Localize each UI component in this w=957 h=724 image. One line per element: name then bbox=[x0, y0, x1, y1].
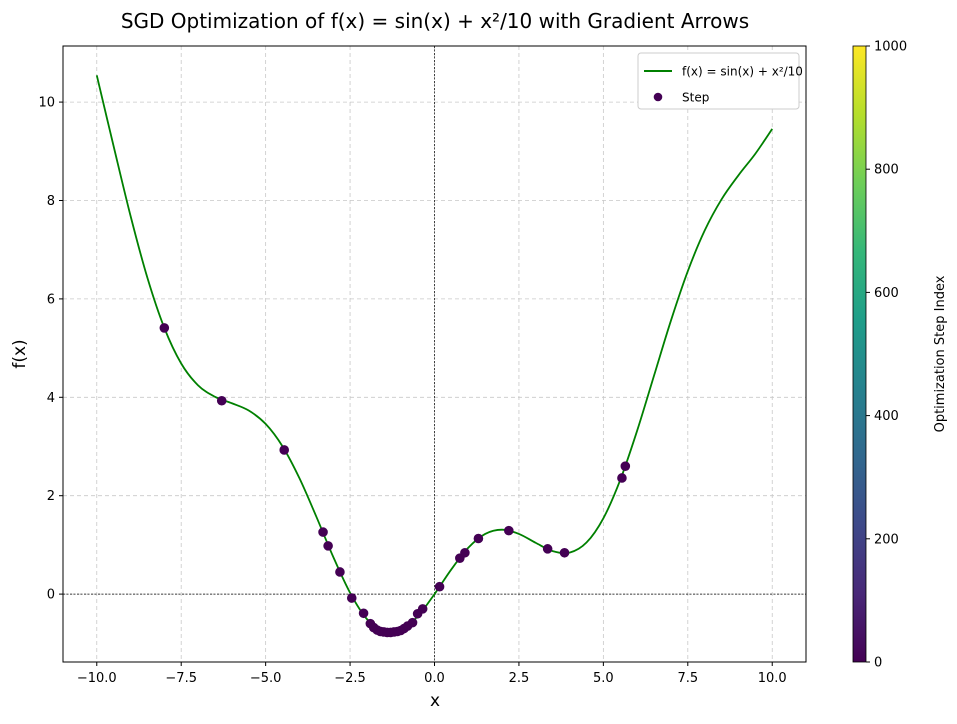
step-point bbox=[473, 533, 484, 544]
y-tick-label: 0 bbox=[47, 588, 55, 603]
legend-swatch bbox=[653, 92, 663, 102]
x-tick-label: 2.5 bbox=[509, 671, 530, 686]
x-tick-label: 5.0 bbox=[593, 671, 614, 686]
step-point bbox=[407, 617, 418, 628]
legend-box bbox=[637, 52, 800, 110]
colorbar-tick-label: 1000 bbox=[874, 40, 907, 55]
x-tick-label: −5.0 bbox=[250, 671, 282, 686]
y-tick-label: 2 bbox=[47, 489, 55, 504]
step-point bbox=[323, 541, 333, 551]
legend-label: f(x) = sin(x) + x²/10 bbox=[682, 65, 803, 79]
step-point bbox=[617, 473, 627, 483]
step-point bbox=[159, 323, 170, 333]
chart-title: SGD Optimization of f(x) = sin(x) + x²/1… bbox=[121, 9, 749, 33]
legend-label: Step bbox=[682, 91, 709, 105]
plot-frame bbox=[62, 45, 807, 663]
step-point bbox=[504, 525, 514, 536]
colorbar-label: Optimization Step Index bbox=[933, 275, 948, 432]
step-point bbox=[358, 608, 369, 619]
colorbar-tick-label: 200 bbox=[874, 532, 899, 547]
x-tick-label: −7.5 bbox=[165, 671, 197, 686]
step-point bbox=[620, 461, 631, 471]
step-point bbox=[417, 604, 428, 614]
step-point bbox=[559, 547, 570, 558]
colorbar-tick-label: 0 bbox=[874, 656, 882, 671]
x-axis-label: x bbox=[430, 691, 440, 711]
step-point bbox=[346, 593, 357, 603]
x-tick-label: −10.0 bbox=[77, 671, 117, 686]
y-tick-label: 8 bbox=[47, 194, 55, 209]
step-point bbox=[460, 547, 470, 558]
y-tick-label: 6 bbox=[47, 292, 55, 307]
step-point bbox=[542, 544, 553, 554]
x-tick-label: −2.5 bbox=[334, 671, 366, 686]
x-tick-label: 7.5 bbox=[677, 671, 698, 686]
y-tick-label: 4 bbox=[47, 391, 55, 406]
step-point bbox=[216, 395, 227, 406]
step-point bbox=[279, 445, 290, 455]
y-tick-label: 10 bbox=[38, 96, 55, 111]
step-point bbox=[335, 567, 345, 577]
colorbar-tick-label: 600 bbox=[874, 286, 899, 301]
x-tick-label: 10.0 bbox=[758, 671, 787, 686]
x-tick-label: 0.0 bbox=[424, 671, 445, 686]
colorbar-tick-label: 400 bbox=[874, 409, 899, 424]
step-point bbox=[318, 527, 328, 537]
y-axis-label: f(x) bbox=[10, 339, 30, 368]
colorbar bbox=[852, 45, 867, 663]
curve bbox=[95, 75, 773, 635]
step-point bbox=[434, 581, 445, 592]
colorbar-tick-label: 800 bbox=[874, 163, 899, 178]
